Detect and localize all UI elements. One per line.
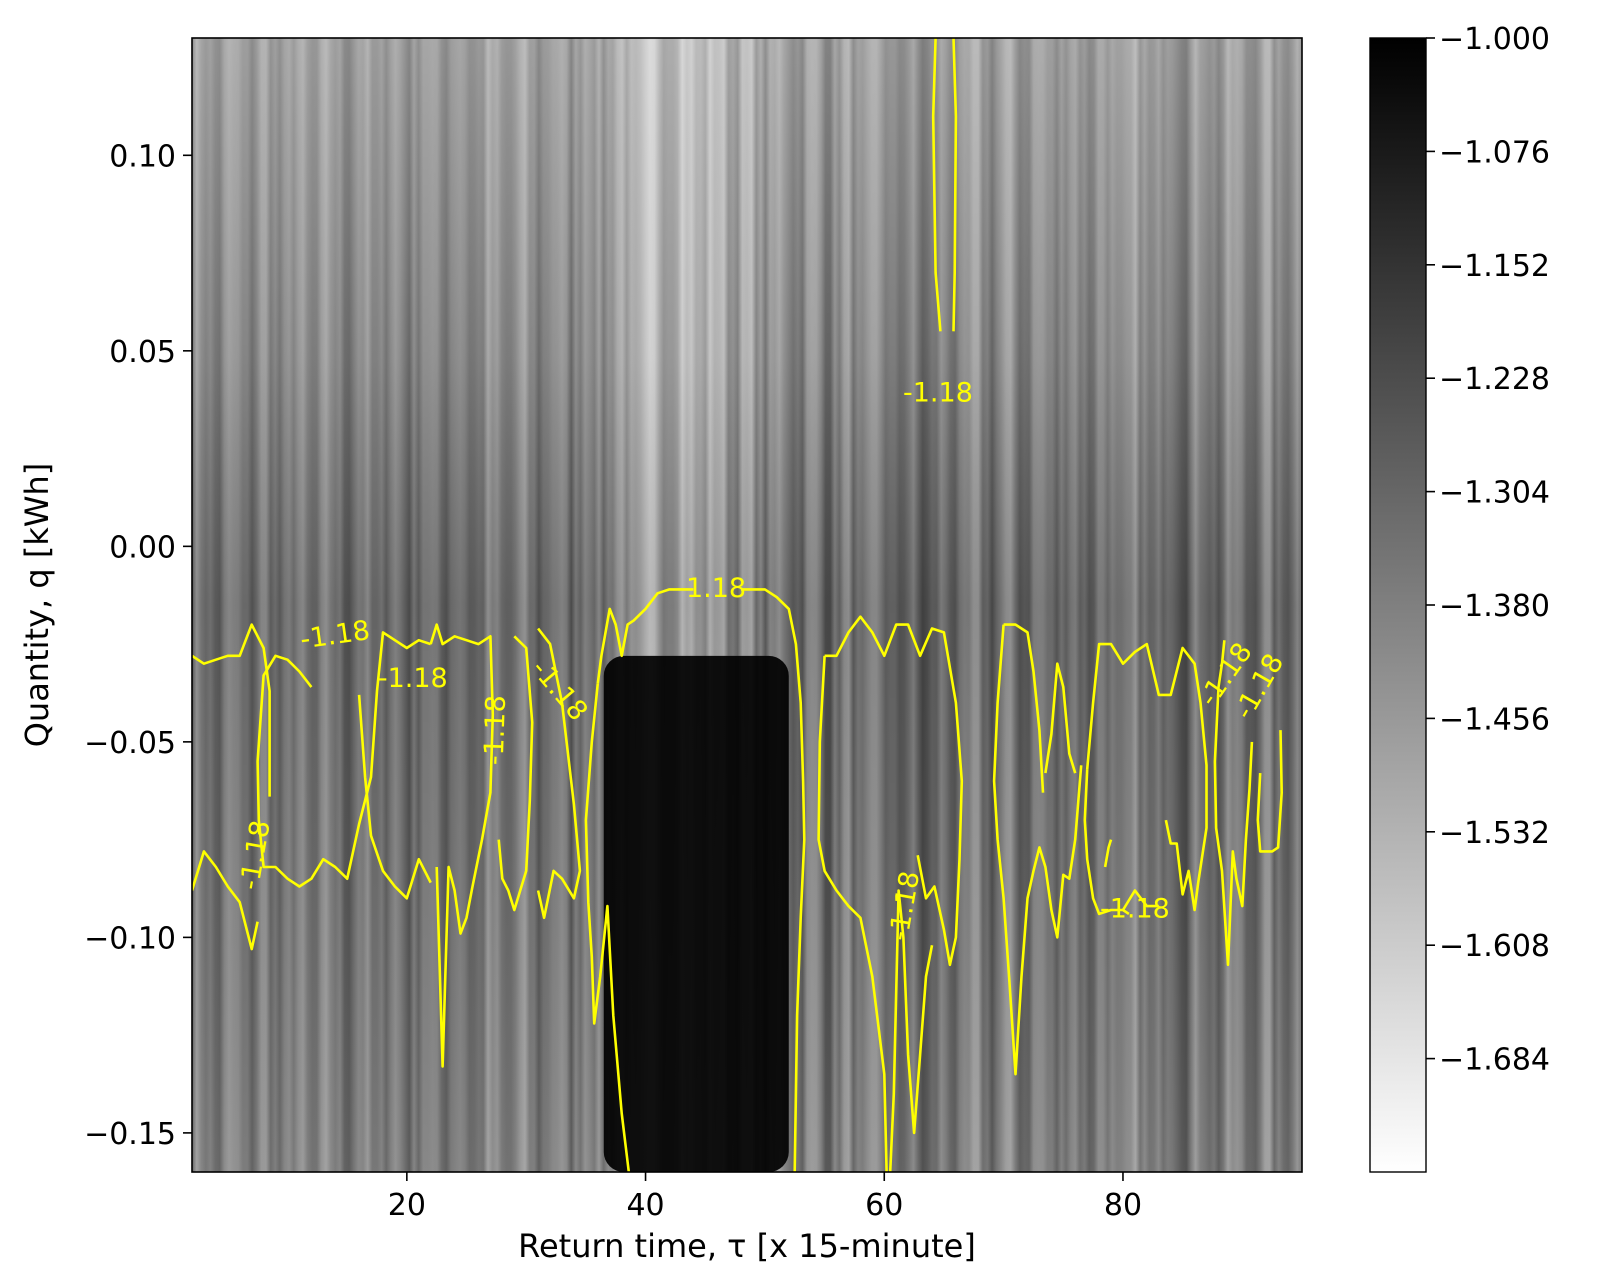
x-tick-label-0: 20 (388, 1188, 426, 1223)
y-axis-ticks: 0.10 0.05 0.00 −0.05 −0.10 −0.15 (84, 139, 192, 1152)
heatmap (192, 38, 1302, 1172)
x-axis-ticks: 20 40 60 80 (388, 1172, 1142, 1223)
contour-label-8: -1.18 (1100, 894, 1170, 925)
contour-line-15 (1003, 623, 1045, 793)
contour-line-18 (1085, 642, 1208, 912)
y-tick-label-1: 0.05 (109, 335, 176, 370)
contour-line-20 (1121, 889, 1159, 911)
dark-region (603, 655, 789, 1172)
contour-line-7 (584, 683, 631, 1172)
y-tick-label-3: −0.05 (84, 726, 176, 761)
colorbar-tick-label-4: −1.304 (1439, 476, 1550, 511)
x-tick-label-3: 80 (1104, 1188, 1142, 1223)
contour-line-10 (824, 615, 964, 967)
contour-line-6 (536, 627, 582, 920)
colorbar-tick-label-6: −1.456 (1439, 702, 1550, 737)
contour-line-1 (192, 850, 259, 951)
colorbar-tick-label-7: −1.532 (1439, 816, 1550, 851)
contour-line-22 (1213, 640, 1254, 967)
contour-line-13 (931, 38, 942, 332)
contour-line-19 (1083, 769, 1130, 916)
y-tick-label-0: 0.10 (109, 139, 176, 174)
contour-line-4 (429, 623, 495, 1068)
contour-line-23 (1256, 730, 1283, 853)
y-tick-label-2: 0.00 (109, 530, 176, 565)
contour-line-11 (817, 655, 888, 1172)
contour-line-2 (256, 631, 432, 888)
colorbar-tick-label-5: −1.380 (1439, 589, 1550, 624)
contour-line-8 (596, 588, 694, 684)
x-tick-label-2: 60 (865, 1188, 903, 1223)
x-axis-label: Return time, τ [x 15-minute] (518, 1227, 976, 1265)
contour-line-17 (1044, 662, 1077, 774)
y-axis-label: Quantity, q [kWh] (18, 463, 56, 748)
colorbar-tick-label-9: −1.684 (1439, 1043, 1550, 1078)
colorbar-tick-label-2: −1.152 (1439, 249, 1550, 284)
contour-label-1: -1.18 (676, 573, 746, 604)
contour-label-4: -1.18 (479, 695, 512, 766)
contour-line-5 (497, 635, 534, 912)
contour-line-9 (741, 588, 806, 1172)
contour-line-16 (992, 624, 1083, 1076)
colorbar-tick-label-1: −1.076 (1439, 135, 1550, 170)
contour-line-21 (1103, 839, 1113, 868)
colorbar-tick-label-3: −1.228 (1439, 362, 1550, 397)
contour-label-3: -1.18 (378, 663, 448, 694)
colorbar-ticks: −1.000 −1.076 −1.152 −1.228 −1.304 −1.380 −1.4… (1426, 22, 1550, 1078)
colorbar-tick-label-8: −1.608 (1439, 929, 1550, 964)
x-tick-label-1: 40 (626, 1188, 664, 1223)
y-tick-label-5: −0.15 (84, 1117, 176, 1152)
contour-line-3 (357, 694, 432, 900)
y-tick-label-4: −0.10 (84, 921, 176, 956)
colorbar-tick-label-0: −1.000 (1439, 22, 1550, 57)
contour-line-0 (192, 623, 271, 797)
contour-lines (192, 38, 1283, 1172)
contour-line-12 (888, 889, 934, 1172)
contour-line-14 (952, 38, 958, 332)
contour-label-0: -1.18 (903, 377, 973, 408)
plot-frame (191, 37, 1303, 1173)
colorbar (1369, 37, 1427, 1173)
